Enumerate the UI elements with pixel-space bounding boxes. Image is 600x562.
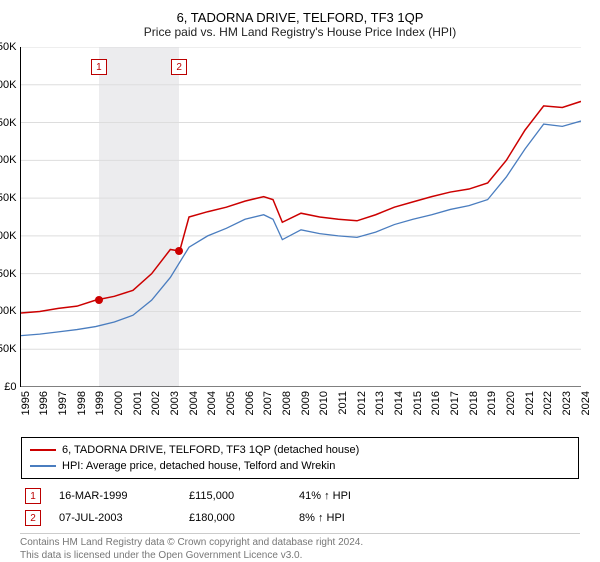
chart-plot-area: £0£50K£100K£150K£200K£250K£300K£350K£400…: [20, 47, 581, 387]
x-axis-label: 2009: [300, 391, 312, 415]
legend-item: 6, TADORNA DRIVE, TELFORD, TF3 1QP (deta…: [30, 442, 570, 458]
y-axis-label: £0: [4, 381, 16, 393]
x-axis-label: 2013: [374, 391, 386, 415]
x-axis-label: 2018: [468, 391, 480, 415]
x-axis-label: 2011: [337, 391, 349, 415]
y-axis-label: £450K: [0, 41, 17, 53]
x-axis-label: 2002: [150, 391, 162, 415]
y-axis-label: £400K: [0, 79, 17, 91]
transaction-price: £180,000: [189, 512, 299, 524]
transaction-hpi: 41% ↑ HPI: [299, 490, 429, 502]
x-axis-label: 1995: [20, 391, 32, 415]
transaction-date: 16-MAR-1999: [59, 490, 189, 502]
x-axis-label: 2004: [188, 391, 200, 415]
y-axis-label: £250K: [0, 192, 17, 204]
x-axis-label: 2006: [244, 391, 256, 415]
chart-series-line: [21, 101, 581, 313]
legend-box: 6, TADORNA DRIVE, TELFORD, TF3 1QP (deta…: [21, 437, 579, 479]
license-line: This data is licensed under the Open Gov…: [20, 550, 580, 562]
x-axis-label: 1997: [57, 391, 69, 415]
x-axis-label: 1998: [76, 391, 88, 415]
x-axis-label: 2005: [225, 391, 237, 415]
x-axis-label: 2015: [412, 391, 424, 415]
x-axis-label: 2020: [505, 391, 517, 415]
chart-title: 6, TADORNA DRIVE, TELFORD, TF3 1QP: [10, 10, 590, 25]
chart-svg: [21, 47, 581, 387]
x-axis-label: 2000: [113, 391, 125, 415]
transaction-marker: 2: [171, 59, 187, 75]
x-axis-label: 2023: [561, 391, 573, 415]
transaction-dot: [95, 296, 103, 304]
y-axis-label: £50K: [0, 343, 17, 355]
transaction-row: 1 16-MAR-1999£115,00041% ↑ HPI: [23, 485, 577, 507]
x-axis-label: 2021: [524, 391, 536, 415]
legend-label: HPI: Average price, detached house, Telf…: [62, 460, 335, 472]
legend-item: HPI: Average price, detached house, Telf…: [30, 458, 570, 474]
chart-series-line: [21, 121, 581, 336]
x-axis-label: 1999: [94, 391, 106, 415]
x-axis-label: 2012: [356, 391, 368, 415]
y-axis-label: £150K: [0, 268, 17, 280]
x-axis-label: 2004: [206, 391, 218, 415]
transaction-hpi: 8% ↑ HPI: [299, 512, 429, 524]
legend-swatch: [30, 449, 56, 451]
license-text: Contains HM Land Registry data © Crown c…: [20, 533, 580, 562]
x-axis-label: 2019: [486, 391, 498, 415]
x-axis-label: 2016: [430, 391, 442, 415]
y-axis-label: £350K: [0, 117, 17, 129]
x-axis-label: 2008: [281, 391, 293, 415]
transaction-marker: 2: [25, 510, 41, 526]
x-axis-label: 2024: [580, 391, 592, 415]
y-axis-label: £200K: [0, 230, 17, 242]
chart-subtitle: Price paid vs. HM Land Registry's House …: [10, 25, 590, 39]
x-axis-label: 2014: [393, 391, 405, 415]
transaction-marker: 1: [91, 59, 107, 75]
x-axis-label: 1996: [38, 391, 50, 415]
y-axis-label: £100K: [0, 305, 17, 317]
transaction-price: £115,000: [189, 490, 299, 502]
license-line: Contains HM Land Registry data © Crown c…: [20, 537, 580, 550]
x-axis-label: 2022: [542, 391, 554, 415]
transaction-marker: 1: [25, 488, 41, 504]
x-axis-label: 2017: [449, 391, 461, 415]
transaction-row: 2 07-JUL-2003£180,0008% ↑ HPI: [23, 507, 577, 529]
transaction-date: 07-JUL-2003: [59, 512, 189, 524]
x-axis-label: 2001: [132, 391, 144, 415]
y-axis-label: £300K: [0, 154, 17, 166]
transactions-table: 1 16-MAR-1999£115,00041% ↑ HPI 2 07-JUL-200…: [23, 485, 577, 529]
x-axis-label: 2010: [318, 391, 330, 415]
legend-swatch: [30, 465, 56, 467]
transaction-dot: [175, 247, 183, 255]
x-axis-label: 2007: [262, 391, 274, 415]
legend-label: 6, TADORNA DRIVE, TELFORD, TF3 1QP (deta…: [62, 444, 359, 456]
x-axis-label: 2003: [169, 391, 181, 415]
